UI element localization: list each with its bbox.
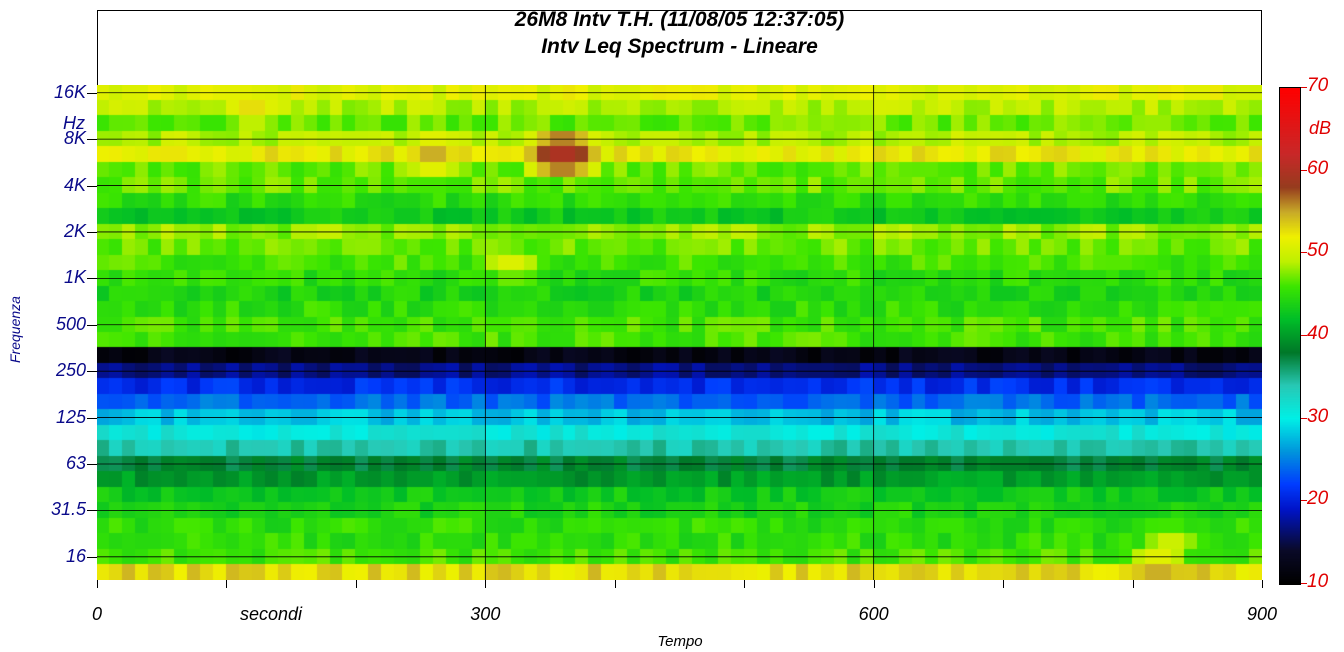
x-tick (97, 580, 98, 588)
y-tick-label: 31.5 (50, 499, 86, 520)
colorbar-tick (1301, 417, 1307, 419)
y-tick-label: 16 (65, 545, 86, 566)
x-tick-label: 600 (858, 604, 889, 624)
x-axis-label: Tempo (657, 633, 703, 650)
x-tick-label: 900 (1246, 604, 1278, 624)
x-tick (1132, 580, 1134, 588)
x-tick (1262, 580, 1263, 588)
colorbar-tick-label: 70 (1307, 75, 1329, 96)
chart-title: 26M8 Intv T.H. (11/08/05 12:37:05) (514, 8, 845, 31)
y-tick-label: 63 (65, 452, 86, 473)
colorbar (1279, 87, 1301, 585)
y-tick (87, 231, 97, 233)
y-tick-label: 4K (63, 174, 86, 195)
y-axis-label: Frequenza (7, 296, 23, 363)
colorbar-tick-label: 10 (1307, 571, 1329, 592)
x-tick (1003, 580, 1005, 588)
x-unit-label: secondi (240, 604, 303, 624)
y-tick-label: 8K (63, 128, 86, 149)
heatmap-area (97, 85, 1262, 580)
y-tick (87, 139, 97, 141)
y-tick-label: 125 (55, 406, 86, 427)
colorbar-tick (1301, 500, 1307, 502)
y-tick (87, 278, 97, 280)
x-tick (355, 580, 357, 588)
colorbar-unit: dB (1309, 118, 1332, 138)
y-tick-label: 500 (55, 313, 86, 334)
x-tick (485, 580, 487, 588)
y-tick (87, 371, 97, 373)
colorbar-tick-label: 30 (1307, 405, 1329, 427)
y-tick-label: 2K (63, 220, 86, 241)
colorbar-tick-label: 50 (1307, 240, 1329, 262)
y-tick (87, 556, 97, 558)
y-tick (87, 463, 97, 465)
y-tick-label: 250 (55, 360, 86, 381)
colorbar-tick-label: 60 (1307, 157, 1329, 179)
colorbar-tick-label: 20 (1307, 488, 1329, 510)
chart-subtitle: Intv Leq Spectrum - Lineare (541, 35, 818, 58)
x-tick-label: 0 (91, 604, 102, 624)
y-tick (87, 185, 97, 187)
colorbar-tick (1301, 169, 1307, 171)
x-tick (873, 580, 875, 588)
y-tick (87, 92, 97, 94)
colorbar-tick-label: 40 (1307, 323, 1329, 344)
y-tick (87, 510, 97, 512)
y-tick-label: 1K (63, 267, 86, 288)
colorbar-tick (1301, 87, 1307, 88)
y-tick-label: 16K (53, 81, 86, 102)
colorbar-tick (1301, 252, 1307, 254)
y-tick (87, 417, 97, 419)
y-unit-label: Hz (63, 113, 85, 133)
x-tick (744, 580, 746, 588)
heatmap-gridlines (97, 85, 1262, 580)
x-tick (614, 580, 616, 588)
colorbar-tick (1301, 335, 1307, 336)
x-tick-label: 300 (470, 604, 501, 624)
y-tick (87, 324, 97, 326)
colorbar-tick (1301, 583, 1307, 584)
x-tick (226, 580, 228, 588)
